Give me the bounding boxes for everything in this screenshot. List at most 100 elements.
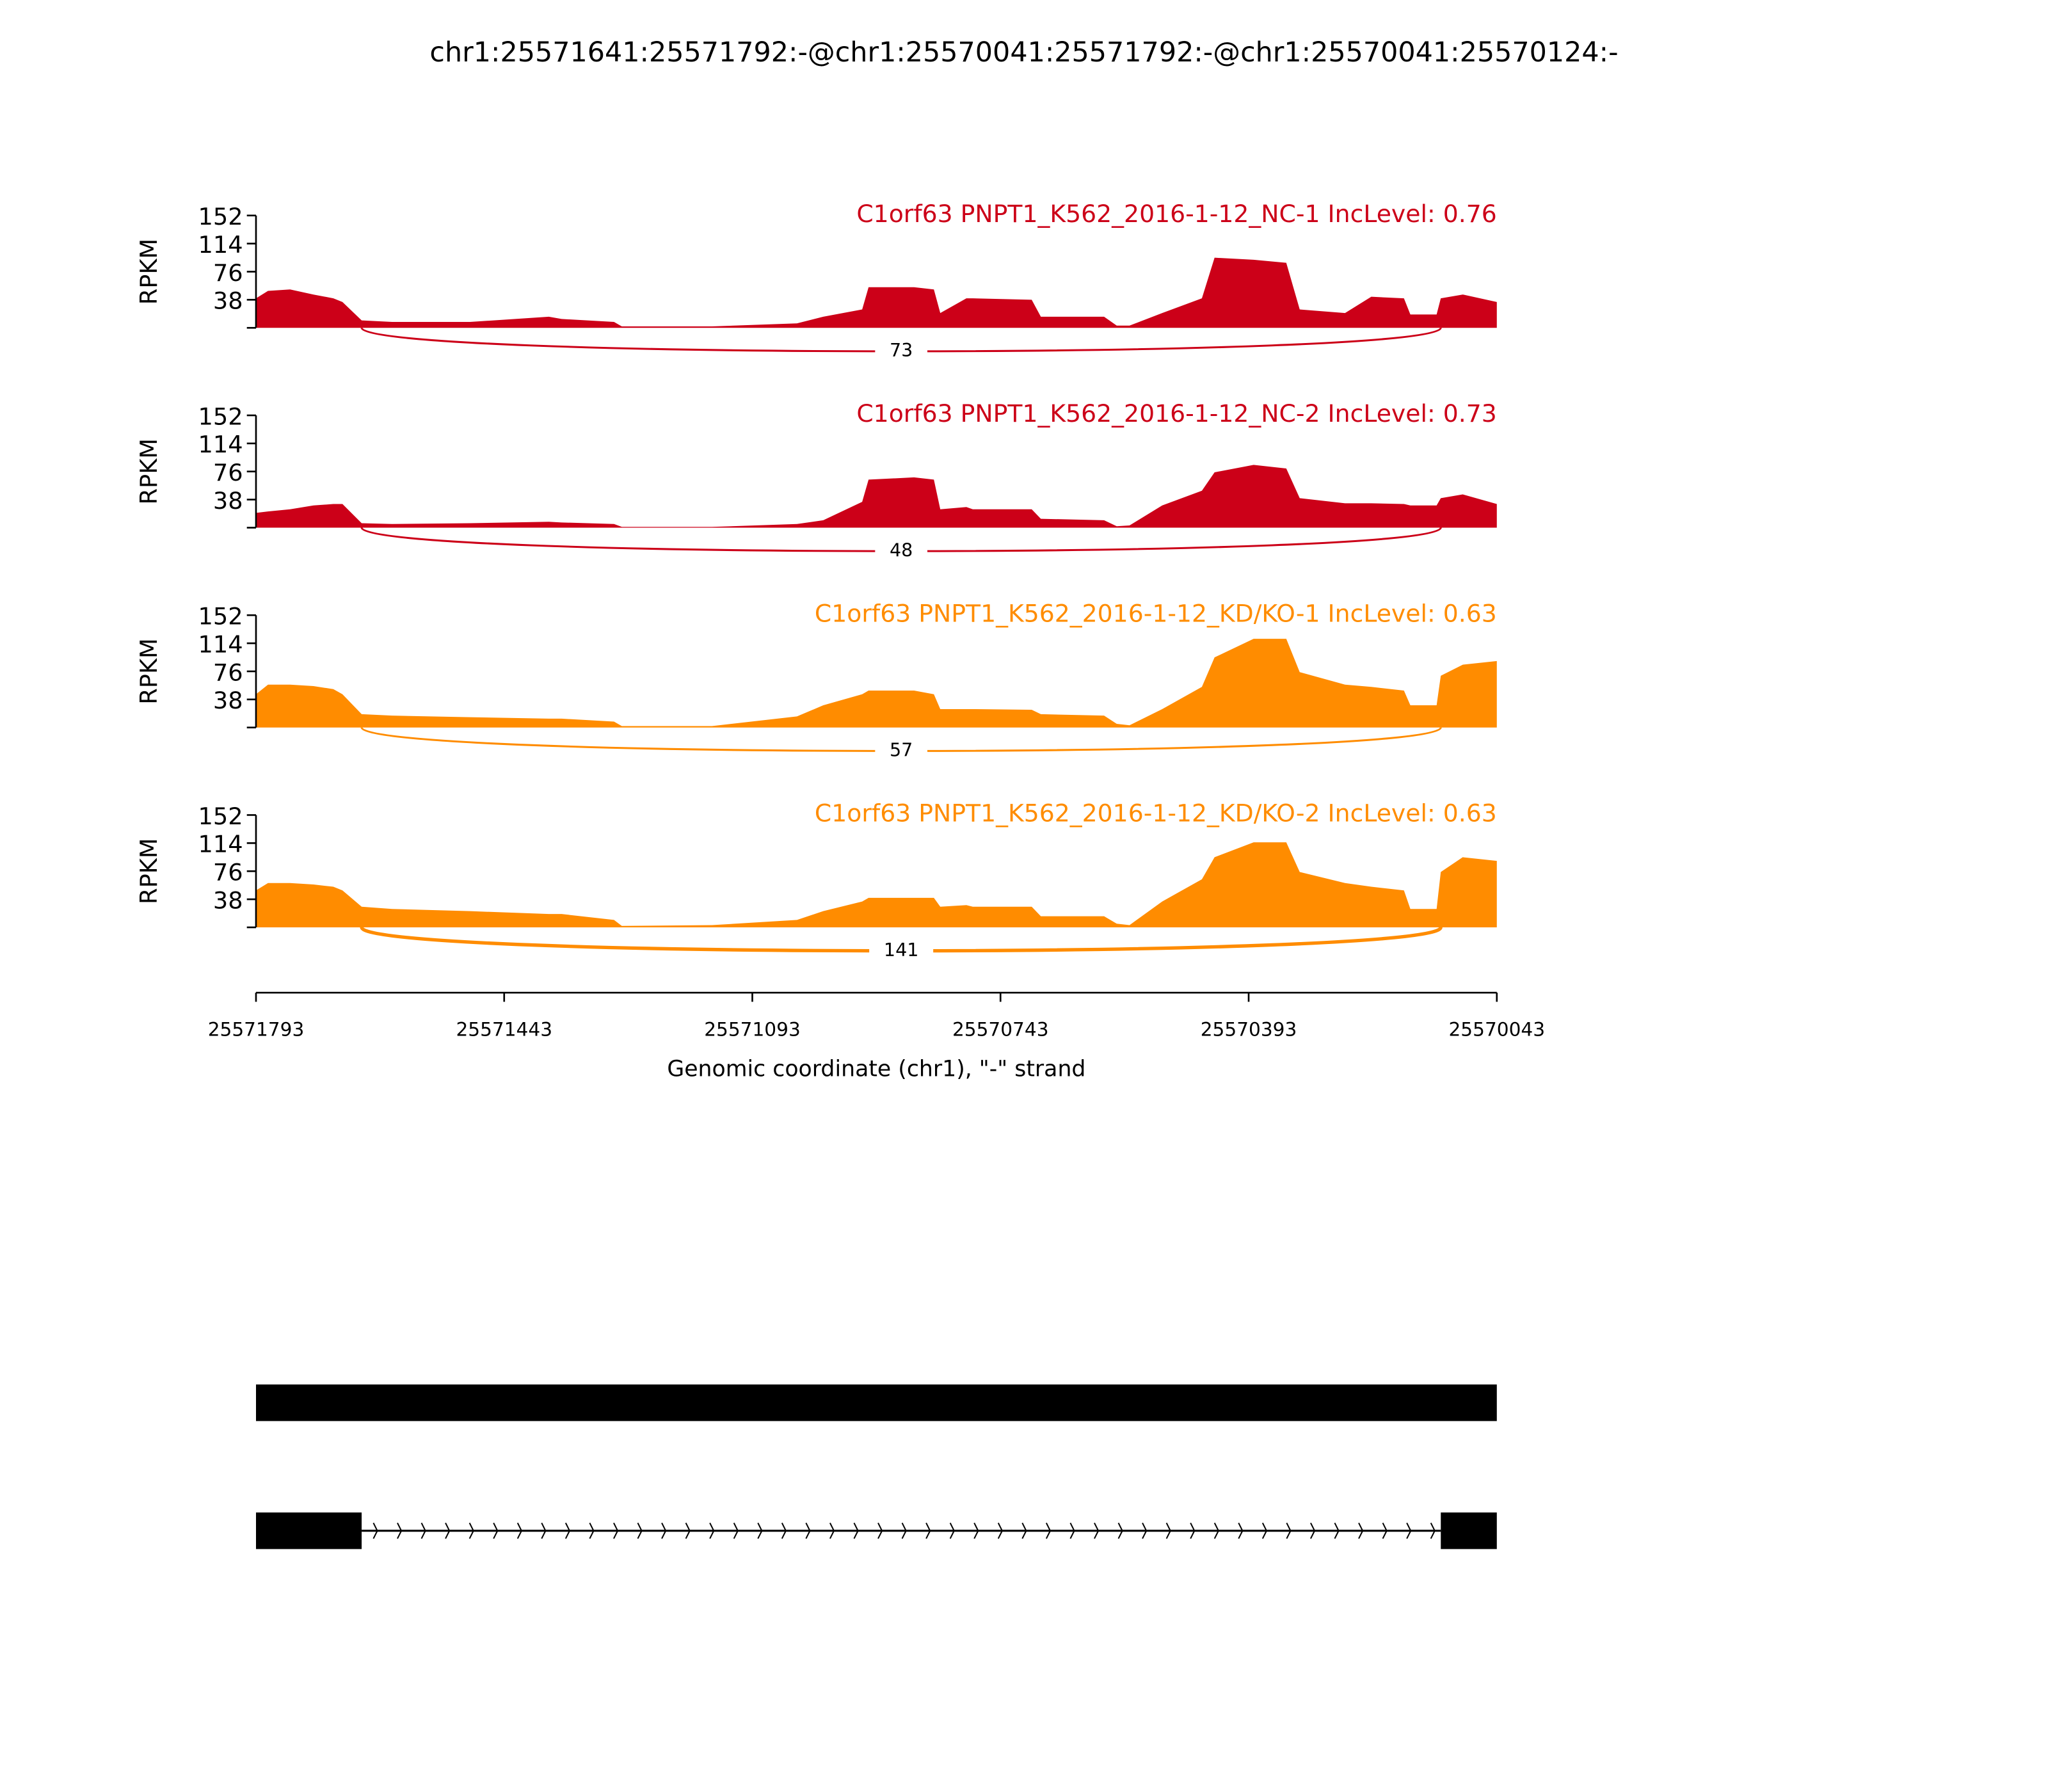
strand-arrow-icon [1021,1523,1027,1539]
y-axis-label: RPKM [135,838,163,904]
strand-arrow-icon [493,1523,499,1539]
strand-arrow-icon [1261,1523,1268,1539]
x-tick-label: 25571793 [208,1018,305,1040]
strand-arrow-icon [468,1523,474,1539]
x-tick-label: 25571443 [456,1018,552,1040]
strand-arrow-icon [420,1523,426,1539]
strand-arrow-icon [1382,1523,1388,1539]
junction-count: 141 [884,939,919,961]
track-label: C1orf63 PNPT1_K562_2016-1-12_NC-1 IncLev… [856,200,1496,228]
y-tick-label: 152 [198,203,243,230]
strand-arrow-icon [901,1523,907,1539]
chart-title: chr1:25571641:25571792:-@chr1:25570041:2… [429,36,1618,68]
y-tick-label: 76 [213,459,243,486]
transcript [256,1512,1497,1549]
strand-arrow-icon [1045,1523,1052,1539]
strand-arrow-icon [1117,1523,1123,1539]
strand-arrow-icon [685,1523,691,1539]
strand-arrow-icon [1190,1523,1196,1539]
strand-arrow-icon [925,1523,931,1539]
coverage-area [256,465,1497,528]
strand-arrow-icon [805,1523,811,1539]
junction-count-background [875,732,927,762]
y-axis-label: RPKM [135,239,163,305]
strand-arrow-icon [829,1523,835,1539]
y-tick-label: 114 [198,231,243,259]
x-axis: 25571793 25571443 25571093 25570743 25570393… [208,991,1545,1040]
strand-arrow-icon [973,1523,979,1539]
strand-arrow-icon [564,1523,571,1539]
y-tick-label: 38 [213,886,243,914]
y-tick-label: 152 [198,803,243,830]
y-tick-label: 152 [198,403,243,430]
y-tick-label: 38 [213,287,243,315]
strand-arrow-icon [1069,1523,1075,1539]
strand-arrow-icon [997,1523,1004,1539]
track-label: C1orf63 PNPT1_K562_2016-1-12_KD/KO-2 Inc… [815,799,1497,828]
y-axis-label: RPKM [135,438,163,504]
strand-arrow-icon [1142,1523,1148,1539]
y-tick-label: 76 [213,859,243,886]
strand-arrow-icon [1358,1523,1364,1539]
strand-arrow-icon [1430,1523,1436,1539]
track-label: C1orf63 PNPT1_K562_2016-1-12_KD/KO-1 Inc… [815,599,1497,627]
strand-arrow-icon [1238,1523,1244,1539]
strand-arrow-icon [1334,1523,1340,1539]
strand-arrow-icon [445,1523,451,1539]
strand-arrow-icon [637,1523,643,1539]
junction-count-background [875,532,927,562]
strand-arrow-icon [1213,1523,1219,1539]
strand-arrow-icon [757,1523,763,1539]
strand-arrow-icon [1310,1523,1316,1539]
strand-arrow-icon [949,1523,955,1539]
strand-arrow-icon [853,1523,859,1539]
y-tick-label: 38 [213,487,243,515]
y-tick-label: 114 [198,630,243,658]
exon [256,1384,1497,1421]
x-tick-label: 25570743 [952,1018,1049,1040]
strand-arrow-icon [1286,1523,1292,1539]
strand-arrow-icon [397,1523,403,1539]
strand-arrow-icon [709,1523,715,1539]
junction-count-background [875,333,927,362]
x-axis-label: Genomic coordinate (chr1), "-" strand [667,1057,1085,1082]
strand-arrow-icon [661,1523,667,1539]
strand-arrow-icon [516,1523,523,1539]
junction-count: 57 [890,739,913,761]
strand-arrow-icon [877,1523,883,1539]
y-axis-label: RPKM [135,638,163,704]
y-tick-label: 114 [198,431,243,458]
coverage-area [256,842,1497,927]
exon [1441,1512,1497,1549]
strand-arrow-icon [1094,1523,1100,1539]
y-tick-label: 114 [198,831,243,858]
exon [256,1512,362,1549]
y-tick-label: 76 [213,659,243,686]
x-tick-label: 25570393 [1201,1018,1297,1040]
strand-arrow-icon [589,1523,595,1539]
y-tick-label: 152 [198,603,243,630]
x-tick-label: 25570043 [1448,1018,1545,1040]
track-label: C1orf63 PNPT1_K562_2016-1-12_NC-2 IncLev… [856,399,1496,428]
strand-arrow-icon [733,1523,739,1539]
strand-arrow-icon [1165,1523,1171,1539]
strand-arrow-icon [372,1523,378,1539]
transcript [256,1384,1497,1421]
strand-arrow-icon [781,1523,787,1539]
junction-count-background [869,932,934,962]
junction-count: 73 [890,339,913,361]
junction-count: 48 [890,539,913,561]
strand-arrow-icon [613,1523,619,1539]
y-tick-label: 76 [213,259,243,287]
coverage-area [256,257,1497,328]
strand-arrow-icon [1406,1523,1412,1539]
y-tick-label: 38 [213,687,243,714]
strand-arrow-icon [541,1523,547,1539]
x-tick-label: 25571093 [704,1018,801,1040]
coverage-area [256,639,1497,728]
